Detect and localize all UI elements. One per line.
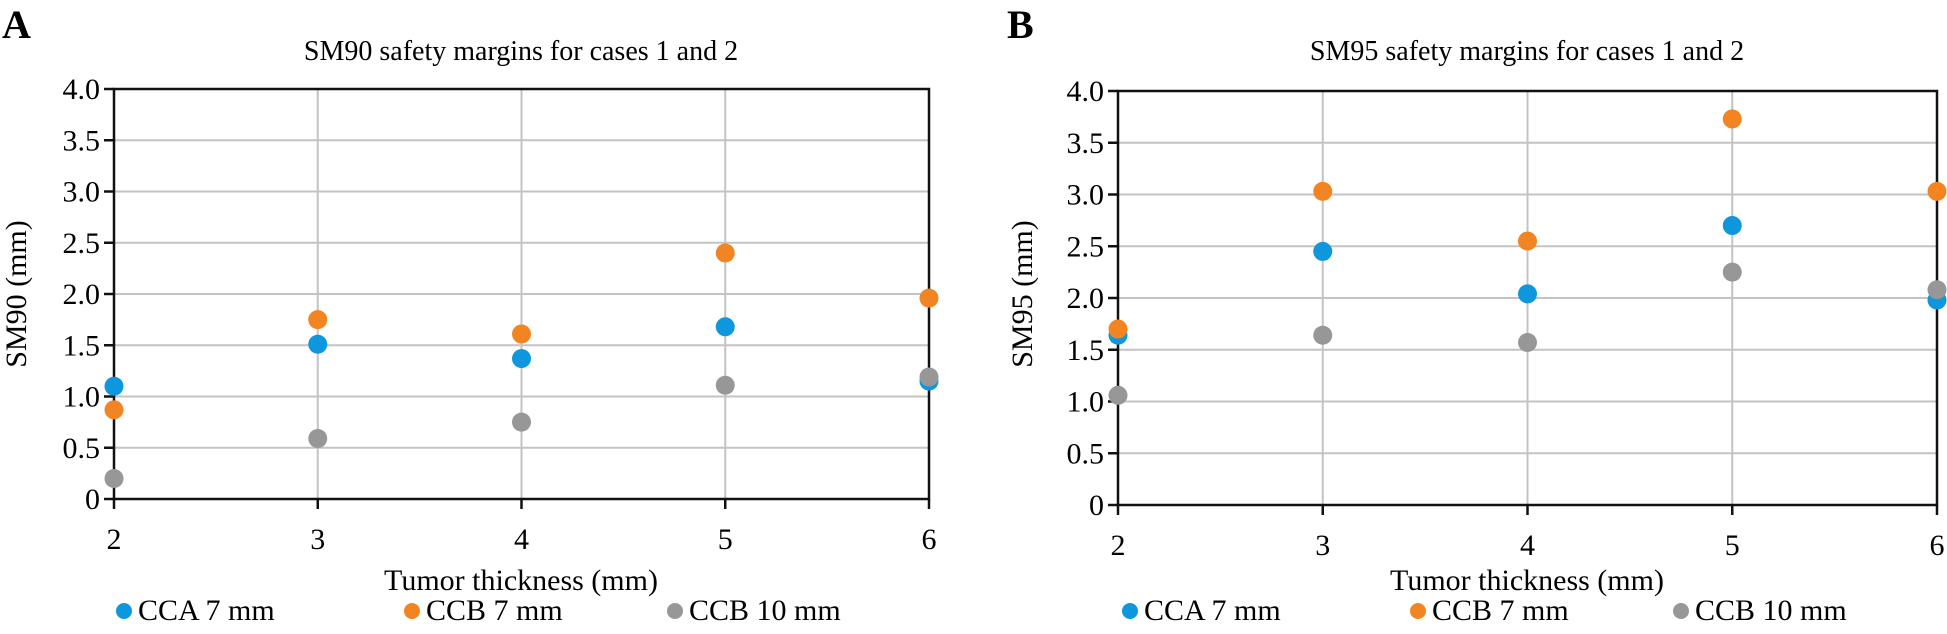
chart-title: SM95 safety margins for cases 1 and 2: [1310, 36, 1744, 67]
legend-marker: [404, 603, 420, 619]
series-ccb-10-mm: [104, 367, 939, 488]
x-tick-label: 4: [514, 523, 529, 556]
data-point: [104, 400, 124, 420]
legend-label: CCB 7 mm: [1432, 594, 1569, 627]
data-point: [715, 375, 735, 395]
data-point: [512, 412, 531, 432]
data-point: [1518, 231, 1537, 251]
data-point: [919, 367, 939, 387]
data-point: [512, 324, 531, 344]
data-point: [308, 334, 328, 354]
series-ccb-7-mm: [1108, 109, 1947, 339]
y-tick-label: 3.0: [1067, 179, 1105, 212]
data-point: [1108, 319, 1128, 339]
data-point: [1313, 181, 1333, 201]
y-tick-label: 3.0: [63, 176, 101, 209]
y-tick-label: 0: [1089, 489, 1104, 522]
legend-label: CCA 7 mm: [1144, 594, 1281, 627]
y-tick-label: 3.5: [1067, 127, 1105, 160]
y-tick-label: 0.5: [63, 432, 101, 465]
y-tick-label: 1.0: [1067, 386, 1105, 419]
panel-a: A SM90 safety margins for cases 1 and 2 …: [0, 2, 939, 627]
y-tick-label: 1.0: [63, 381, 101, 414]
data-point: [715, 243, 735, 263]
data-point: [308, 429, 328, 449]
y-tick-label: 0.5: [1067, 437, 1105, 470]
data-point: [308, 310, 328, 330]
y-tick-label: 2.0: [63, 278, 101, 311]
y-tick-label: 1.5: [63, 329, 101, 362]
data-point: [1927, 181, 1947, 201]
series-ccb-7-mm: [104, 243, 939, 420]
x-tick-label: 3: [310, 523, 325, 556]
x-axis-label: Tumor thickness (mm): [384, 564, 658, 597]
y-tick-label: 4.0: [1067, 75, 1105, 108]
legend-marker: [1410, 603, 1426, 619]
panel-letter: B: [1007, 2, 1034, 47]
legend-label: CCA 7 mm: [138, 594, 275, 627]
x-tick-label: 3: [1315, 529, 1330, 562]
gridlines: [114, 89, 929, 499]
data-point: [919, 288, 939, 308]
y-tick-label: 3.5: [63, 124, 101, 157]
legend-marker: [1673, 603, 1689, 619]
legend-marker: [667, 603, 683, 619]
y-tick-label: 2.5: [63, 227, 101, 260]
chart-title: SM90 safety margins for cases 1 and 2: [304, 36, 738, 67]
data-point: [1518, 333, 1537, 353]
y-axis-label: SM95 (mm): [1006, 220, 1039, 368]
data-point: [1722, 216, 1742, 236]
y-axis-label: SM90 (mm): [0, 220, 33, 368]
y-tick-label: 2.0: [1067, 282, 1105, 315]
panel-b: B SM95 safety margins for cases 1 and 2 …: [1006, 2, 1947, 627]
x-tick-label: 5: [718, 523, 733, 556]
x-tick-label: 6: [1930, 529, 1945, 562]
data-point: [104, 469, 124, 488]
x-tick-label: 6: [922, 523, 937, 556]
x-tick-label: 4: [1520, 529, 1535, 562]
x-axis-label: Tumor thickness (mm): [1390, 564, 1664, 597]
y-tick-label: 4.0: [63, 73, 101, 106]
data-point: [1722, 109, 1742, 129]
data-point: [1313, 325, 1333, 345]
panel-letter: A: [2, 2, 31, 47]
data-point: [1108, 385, 1128, 405]
y-tick-label: 0: [85, 483, 100, 516]
data-point: [1518, 284, 1537, 304]
legend-label: CCB 10 mm: [689, 594, 841, 627]
data-point: [1313, 241, 1333, 261]
legend-label: CCB 7 mm: [426, 594, 563, 627]
x-tick-label: 2: [1111, 529, 1126, 562]
legend-marker: [1122, 603, 1138, 619]
y-tick-label: 1.5: [1067, 334, 1105, 367]
x-tick-label: 2: [107, 523, 122, 556]
data-point: [1722, 262, 1742, 282]
data-point: [1927, 280, 1947, 300]
series-ccb-10-mm: [1108, 262, 1947, 405]
data-point: [104, 376, 124, 396]
data-point: [715, 317, 735, 337]
x-tick-label: 5: [1725, 529, 1740, 562]
y-tick-label: 2.5: [1067, 230, 1105, 263]
data-point: [512, 349, 531, 369]
legend-marker: [116, 603, 132, 619]
legend-label: CCB 10 mm: [1695, 594, 1847, 627]
